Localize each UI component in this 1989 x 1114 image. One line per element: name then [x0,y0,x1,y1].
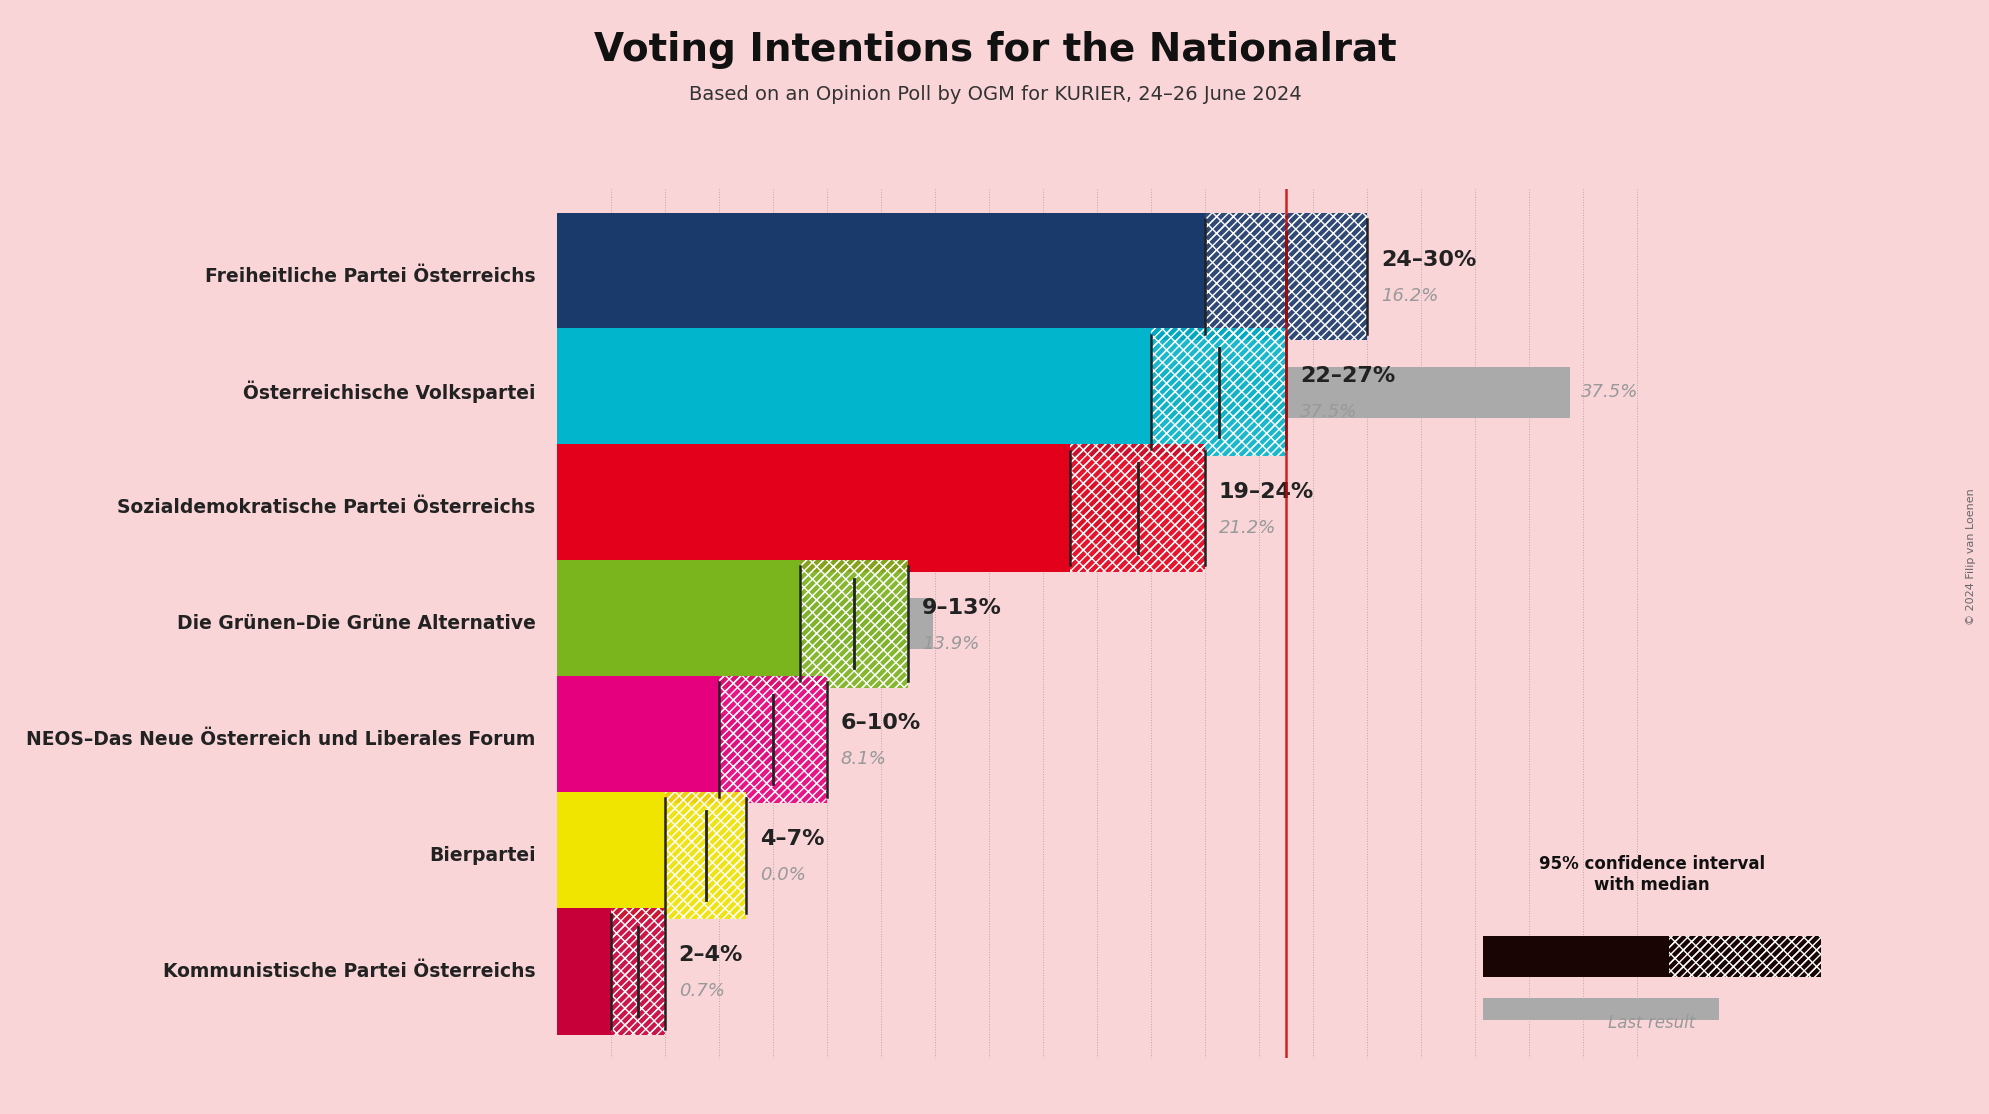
Text: Österreichische Volkspartei: Österreichische Volkspartei [243,381,535,403]
Bar [1205,213,1366,340]
Bar [557,714,776,765]
Text: 0.0%: 0.0% [760,867,806,885]
Bar [557,482,1130,534]
Text: 24–30%: 24–30% [1380,250,1476,270]
Text: 16.2%: 16.2% [1380,287,1438,305]
Bar [611,908,664,1035]
Bar [664,792,746,919]
Bar [1152,329,1285,456]
Text: 0.7%: 0.7% [678,983,724,1000]
Text: 37.5%: 37.5% [1579,383,1637,401]
Text: 95% confidence interval
with median: 95% confidence interval with median [1537,856,1764,893]
Bar [557,444,1070,571]
Bar [718,676,827,803]
Bar [1070,444,1205,571]
Text: Kommunistische Partei Österreichs: Kommunistische Partei Österreichs [163,961,535,981]
Bar [1152,329,1285,456]
Bar [557,251,994,302]
Bar [1667,936,1820,977]
Bar [1205,213,1366,340]
Text: Freiheitliche Partei Österreichs: Freiheitliche Partei Österreichs [205,266,535,286]
Bar [1667,936,1820,977]
Bar [611,908,664,1035]
Text: Bierpartei: Bierpartei [430,846,535,866]
Bar [718,676,827,803]
Bar [664,792,746,919]
Bar [800,560,907,687]
Text: 8.1%: 8.1% [841,751,887,769]
Bar [557,560,800,687]
Text: 19–24%: 19–24% [1217,481,1313,501]
Bar [1667,936,1820,977]
Text: NEOS–Das Neue Österreich und Liberales Forum: NEOS–Das Neue Österreich und Liberales F… [26,730,535,750]
Bar [800,560,907,687]
Text: 9–13%: 9–13% [921,597,1000,617]
Bar [1070,444,1205,571]
Bar [557,792,664,919]
Bar [1482,936,1667,977]
Bar [1070,444,1205,571]
Bar [1482,998,1718,1020]
Text: Voting Intentions for the Nationalrat: Voting Intentions for the Nationalrat [593,31,1396,69]
Bar [557,213,1205,340]
Bar [557,676,718,803]
Bar [664,792,746,919]
Text: 4–7%: 4–7% [760,829,823,849]
Text: Sozialdemokratische Partei Österreichs: Sozialdemokratische Partei Österreichs [117,498,535,518]
Text: Die Grünen–Die Grüne Alternative: Die Grünen–Die Grüne Alternative [177,614,535,634]
Bar [1152,329,1285,456]
Bar [557,329,1152,456]
Bar [557,908,611,1035]
Text: 21.2%: 21.2% [1217,519,1275,537]
Text: Based on an Opinion Poll by OGM for KURIER, 24–26 June 2024: Based on an Opinion Poll by OGM for KURI… [688,85,1301,105]
Text: 37.5%: 37.5% [1299,403,1356,421]
Text: Last result: Last result [1607,1014,1695,1032]
Text: 6–10%: 6–10% [841,713,921,733]
Text: 22–27%: 22–27% [1299,365,1394,385]
Text: 2–4%: 2–4% [678,945,742,965]
Bar [557,367,1569,418]
Bar [800,560,907,687]
Bar [557,598,933,649]
Bar [1205,213,1366,340]
Bar [557,946,577,997]
Bar [718,676,827,803]
Text: 13.9%: 13.9% [921,635,979,653]
Bar [611,908,664,1035]
Text: © 2024 Filip van Loenen: © 2024 Filip van Loenen [1965,489,1975,625]
